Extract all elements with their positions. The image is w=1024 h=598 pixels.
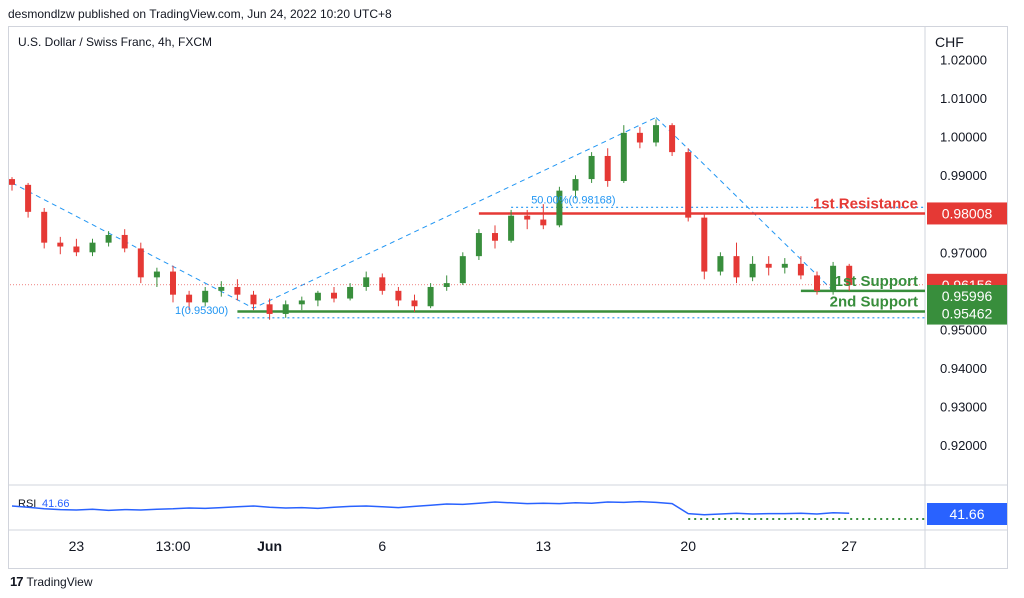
candle-body xyxy=(314,292,321,301)
candle-body xyxy=(636,132,643,143)
price-tag-label: 0.98008 xyxy=(942,205,993,221)
price-tag xyxy=(927,284,1007,307)
candle-body xyxy=(588,155,595,180)
candle-body xyxy=(814,275,820,291)
candle-body xyxy=(685,152,692,218)
candle-body xyxy=(411,300,418,307)
rsi-value-label: 41.66 xyxy=(42,498,70,510)
candle-body xyxy=(89,242,96,253)
candle-body xyxy=(170,271,176,295)
x-tick-label: 27 xyxy=(841,538,857,554)
candle-body xyxy=(153,271,160,278)
candle-body xyxy=(620,132,627,182)
candle-body xyxy=(73,246,80,253)
tradingview-brand[interactable]: 17 TradingView xyxy=(10,574,93,589)
rsi-line xyxy=(11,500,850,516)
candle-body xyxy=(701,217,708,272)
candle-body xyxy=(556,190,563,226)
price-tag xyxy=(927,202,1007,225)
y-tick-label: 1.02000 xyxy=(940,53,987,68)
publisher-line: desmondlzw published on TradingView.com,… xyxy=(8,7,392,21)
y-tick-label: 1.00000 xyxy=(940,130,987,145)
candle-body xyxy=(846,265,853,286)
price-tag xyxy=(927,302,1007,325)
candle-body xyxy=(653,125,659,143)
y-tick-label: 0.95000 xyxy=(940,322,987,337)
candle-body xyxy=(9,179,15,185)
candle-body xyxy=(347,286,354,299)
candle-body xyxy=(250,294,257,305)
candle-body xyxy=(363,277,370,287)
chart-title: U.S. Dollar / Swiss Franc, 4h, FXCM xyxy=(18,35,212,49)
y-tick-label: 0.99000 xyxy=(940,168,987,183)
candle-body xyxy=(459,256,466,284)
candle-body xyxy=(572,179,579,191)
candle-body xyxy=(781,263,788,268)
y-tick-label: 0.97000 xyxy=(940,245,987,260)
candle-body xyxy=(25,184,32,212)
candle-body xyxy=(749,263,756,278)
candle-body xyxy=(218,286,225,291)
candle-body xyxy=(508,215,515,241)
candle-body xyxy=(733,256,740,278)
y-tick-label: 0.92000 xyxy=(940,438,987,453)
x-tick-label: 6 xyxy=(378,538,386,554)
rsi-tag xyxy=(927,503,1007,525)
candle-body xyxy=(186,294,193,303)
candle-body xyxy=(524,215,531,220)
candle-body xyxy=(797,263,804,276)
currency-label: CHF xyxy=(935,34,964,50)
x-tick-label: 23 xyxy=(69,538,85,554)
candle-body xyxy=(57,242,64,247)
candle-body xyxy=(331,292,337,299)
x-tick-label: 13 xyxy=(536,538,552,554)
level-label: 2nd Support xyxy=(830,294,918,311)
candle-body xyxy=(765,263,772,268)
candle-body xyxy=(282,304,289,314)
candle-body xyxy=(717,256,724,272)
candle-body xyxy=(379,277,386,291)
candle-body xyxy=(830,265,837,291)
candle-body xyxy=(105,234,112,243)
candle-body xyxy=(427,286,434,307)
candle-body xyxy=(669,125,676,153)
candle-body xyxy=(443,283,450,287)
candle-body xyxy=(395,290,402,301)
x-tick-label: 20 xyxy=(680,538,696,554)
price-tag-label: 0.95462 xyxy=(942,306,993,322)
fib-level-label: 50.00%(0.98168) xyxy=(531,194,615,206)
chart-frame xyxy=(8,26,1008,569)
candle-body xyxy=(137,248,144,278)
y-tick-label: 0.94000 xyxy=(940,361,987,376)
candle-body xyxy=(492,233,498,241)
y-tick-label: 1.01000 xyxy=(940,91,987,106)
candle-body xyxy=(298,300,305,305)
candle-body xyxy=(202,290,209,303)
x-tick-label: Jun xyxy=(257,538,282,554)
candle-body xyxy=(234,286,241,295)
brand-name: TradingView xyxy=(26,574,93,589)
candle-body xyxy=(540,219,547,226)
rsi-tag-label: 41.66 xyxy=(949,506,984,522)
candle-body xyxy=(121,234,128,249)
tradingview-logo-icon: 17 xyxy=(10,574,24,589)
y-tick-label: 0.93000 xyxy=(940,399,987,414)
x-tick-label: 13:00 xyxy=(155,538,190,554)
candle-body xyxy=(604,155,611,182)
price-tag-label: 0.95996 xyxy=(942,288,993,304)
level-label: 1st Resistance xyxy=(813,195,918,212)
fib-level-label: 1(0.95300) xyxy=(175,305,228,317)
candle-body xyxy=(41,211,48,243)
candle-body xyxy=(266,304,273,314)
trend-line-down xyxy=(655,117,834,292)
level-label: 1st Support xyxy=(835,273,918,290)
candle-body xyxy=(475,233,482,257)
